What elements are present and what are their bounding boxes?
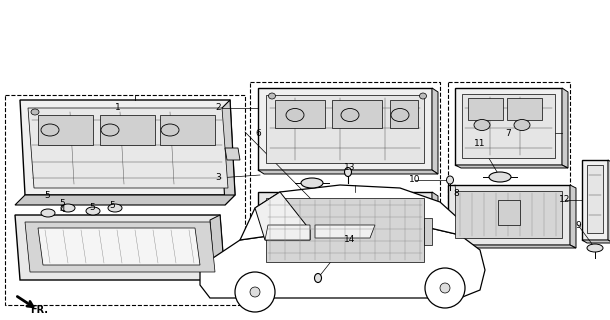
Polygon shape (220, 100, 235, 205)
Text: 4: 4 (59, 205, 65, 214)
Ellipse shape (440, 283, 450, 293)
Polygon shape (462, 94, 555, 158)
Ellipse shape (101, 124, 119, 136)
Ellipse shape (587, 244, 603, 252)
Bar (160, 115, 215, 145)
Polygon shape (210, 215, 225, 285)
Ellipse shape (161, 124, 179, 136)
Ellipse shape (514, 119, 530, 131)
Polygon shape (432, 192, 438, 272)
Polygon shape (25, 222, 215, 272)
Ellipse shape (250, 287, 260, 297)
Polygon shape (562, 88, 568, 168)
Text: 14: 14 (344, 236, 356, 244)
Polygon shape (15, 195, 235, 205)
Polygon shape (225, 148, 240, 160)
Text: 7: 7 (505, 129, 511, 138)
Text: 13: 13 (344, 164, 356, 172)
Ellipse shape (61, 204, 75, 212)
Ellipse shape (420, 93, 426, 99)
Ellipse shape (341, 108, 359, 122)
Polygon shape (448, 185, 570, 245)
Polygon shape (424, 218, 432, 245)
Ellipse shape (489, 172, 511, 182)
Ellipse shape (286, 108, 304, 122)
Ellipse shape (41, 124, 59, 136)
Polygon shape (455, 165, 568, 168)
Text: FR.: FR. (30, 305, 48, 315)
Polygon shape (255, 192, 310, 240)
Text: 2: 2 (215, 103, 221, 113)
Text: 8: 8 (453, 188, 459, 197)
Ellipse shape (86, 207, 100, 215)
Bar (507, 98, 542, 120)
Polygon shape (455, 88, 562, 165)
Polygon shape (448, 245, 576, 248)
Text: 5: 5 (109, 201, 115, 210)
Text: 11: 11 (474, 139, 486, 148)
Polygon shape (266, 95, 424, 163)
Polygon shape (266, 198, 424, 262)
Circle shape (235, 272, 275, 312)
Polygon shape (265, 225, 310, 240)
Polygon shape (498, 200, 520, 225)
Polygon shape (570, 185, 576, 248)
Text: 5: 5 (59, 198, 65, 207)
Polygon shape (432, 88, 438, 174)
Text: 5: 5 (89, 204, 95, 212)
Bar (100, 115, 155, 145)
Text: 3: 3 (215, 173, 221, 182)
Polygon shape (455, 191, 562, 238)
Polygon shape (200, 225, 485, 298)
Ellipse shape (447, 176, 453, 184)
Bar (390, 100, 418, 128)
Polygon shape (258, 170, 438, 174)
Bar (468, 98, 503, 120)
Bar (38, 115, 93, 145)
Polygon shape (582, 240, 610, 243)
Polygon shape (258, 268, 438, 272)
Polygon shape (38, 228, 200, 265)
Polygon shape (28, 108, 228, 188)
Text: 6: 6 (255, 129, 261, 138)
Text: 1: 1 (115, 103, 121, 113)
Ellipse shape (108, 204, 122, 212)
Text: 5: 5 (44, 190, 50, 199)
Ellipse shape (391, 108, 409, 122)
Text: 12: 12 (559, 196, 571, 204)
Polygon shape (582, 160, 608, 240)
Polygon shape (258, 88, 432, 170)
Text: 9: 9 (575, 220, 581, 229)
Polygon shape (20, 100, 235, 195)
Polygon shape (240, 185, 460, 240)
Polygon shape (608, 160, 610, 243)
Ellipse shape (345, 167, 351, 177)
Text: 10: 10 (409, 175, 421, 185)
Ellipse shape (31, 109, 39, 115)
Polygon shape (587, 165, 603, 233)
Polygon shape (258, 192, 432, 268)
Ellipse shape (474, 119, 490, 131)
Ellipse shape (268, 93, 276, 99)
Bar (275, 100, 325, 128)
Polygon shape (315, 225, 375, 238)
Ellipse shape (301, 178, 323, 188)
Polygon shape (15, 215, 225, 280)
Ellipse shape (315, 274, 321, 283)
Bar (332, 100, 382, 128)
Circle shape (425, 268, 465, 308)
Ellipse shape (41, 209, 55, 217)
